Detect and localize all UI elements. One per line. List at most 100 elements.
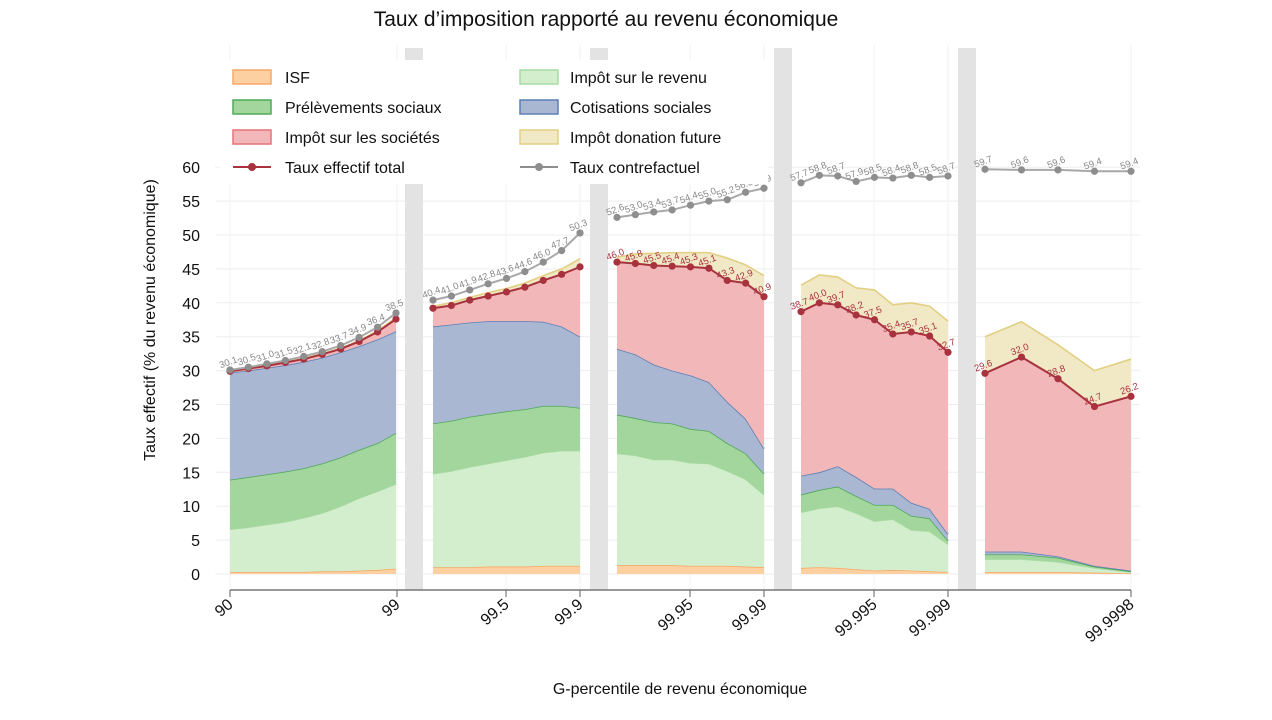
area-is bbox=[433, 266, 580, 337]
data-labels: 30.130.531.031.532.132.833.734.936.438.5… bbox=[218, 154, 1140, 408]
counterfactual-point bbox=[981, 165, 989, 173]
effective-rate-point bbox=[429, 304, 437, 312]
counterfactual-point bbox=[355, 333, 363, 341]
stacked-areas bbox=[229, 251, 1132, 575]
chart-title: Taux d’imposition rapporté au revenu éco… bbox=[374, 8, 839, 31]
area-edge-don bbox=[984, 320, 1132, 372]
counterfactual-point bbox=[466, 286, 474, 294]
legend-background bbox=[220, 60, 768, 184]
effective-rate-point bbox=[889, 330, 897, 338]
legend-swatch-isf bbox=[232, 69, 272, 85]
x-tick-label: 99.995 bbox=[832, 596, 880, 641]
y-tick-label: 25 bbox=[182, 398, 200, 415]
effective-rate-point bbox=[723, 276, 731, 285]
legend-item-ps: Prélèvements sociaux bbox=[232, 99, 442, 117]
counterfactual-point bbox=[686, 201, 695, 209]
area-ps bbox=[433, 405, 580, 474]
legend-item-eff: Taux effectif total bbox=[233, 160, 405, 177]
y-tick-label: 10 bbox=[182, 499, 200, 516]
area-edge-don bbox=[616, 251, 765, 277]
area-ir bbox=[985, 559, 1131, 574]
effective-rate-line bbox=[229, 318, 397, 373]
x-tick-label: 99.95 bbox=[655, 596, 697, 635]
x-tick-label: 99.999 bbox=[906, 596, 954, 641]
y-tick-label: 15 bbox=[182, 465, 200, 482]
counterfactual-point bbox=[1017, 166, 1026, 174]
counterfactual-label: 58.7 bbox=[826, 161, 847, 178]
counterfactual-point bbox=[613, 213, 621, 221]
legend-label-ps: Prélèvements sociaux bbox=[285, 100, 442, 117]
effective-rate-point bbox=[613, 258, 621, 266]
counterfactual-point bbox=[484, 280, 492, 288]
legend-label-eff: Taux effectif total bbox=[285, 160, 405, 177]
legend-swatch-is bbox=[232, 129, 272, 145]
counterfactual-point bbox=[521, 268, 529, 276]
counterfactual-point bbox=[1127, 167, 1135, 175]
x-tick-label: 99.5 bbox=[478, 596, 513, 629]
counterfactual-point bbox=[263, 360, 271, 368]
y-tick-label: 50 bbox=[182, 228, 200, 245]
effective-rate-point bbox=[631, 259, 639, 268]
series-lines bbox=[226, 165, 1135, 411]
effective-rate-point bbox=[466, 296, 474, 304]
counterfactual-point bbox=[852, 177, 860, 186]
area-ir bbox=[801, 506, 948, 572]
y-tick-label: 35 bbox=[182, 330, 200, 347]
effective-rate-point bbox=[447, 301, 455, 310]
counterfactual-point bbox=[723, 196, 731, 204]
y-tick-label: 0 bbox=[191, 567, 200, 584]
legend-item-is: Impôt sur les sociétés bbox=[232, 129, 440, 147]
panel-gap-bar bbox=[774, 48, 792, 590]
counterfactual-point bbox=[631, 211, 639, 219]
area-ps bbox=[801, 486, 948, 545]
y-tick-label: 55 bbox=[182, 194, 200, 211]
legend-label-is: Impôt sur les sociétés bbox=[285, 130, 440, 147]
counterfactual-label: 50.3 bbox=[568, 218, 589, 235]
counterfactual-point bbox=[926, 173, 934, 181]
counterfactual-point bbox=[889, 174, 897, 182]
counterfactual-line bbox=[229, 312, 397, 371]
counterfactual-point bbox=[944, 172, 952, 180]
legend-label-don: Impôt donation future bbox=[570, 130, 721, 147]
counterfactual-label: 33.7 bbox=[329, 330, 350, 347]
counterfactual-point bbox=[300, 352, 308, 360]
legend-item-cs: Cotisations sociales bbox=[519, 99, 711, 117]
counterfactual-point bbox=[447, 292, 455, 300]
counterfactual-point bbox=[392, 309, 400, 317]
x-axis-label: G-percentile de revenu économique bbox=[553, 681, 807, 698]
effective-rate-point bbox=[521, 283, 529, 291]
counterfactual-point bbox=[429, 296, 437, 304]
counterfactual-point bbox=[815, 171, 823, 179]
counterfactual-point bbox=[797, 179, 805, 187]
effective-rate-point bbox=[539, 276, 547, 285]
effective-rate-point bbox=[705, 264, 713, 272]
counterfactual-label: 55.2 bbox=[715, 184, 736, 201]
y-axis-label: Taux effectif (% du revenu économique) bbox=[142, 179, 159, 461]
counterfactual-point bbox=[337, 341, 345, 350]
x-tick-label: 99.9 bbox=[552, 596, 587, 629]
area-ps bbox=[230, 432, 396, 530]
legend-label-cf: Taux contrefactuel bbox=[570, 160, 700, 177]
effective-rate-point bbox=[484, 292, 492, 300]
legend-swatch-ir bbox=[519, 69, 559, 85]
legend-label-isf: ISF bbox=[285, 70, 310, 87]
effective-rate-point bbox=[392, 315, 400, 323]
counterfactual-point bbox=[558, 246, 566, 255]
area-ir bbox=[433, 450, 580, 568]
effective-rate-point bbox=[852, 311, 860, 319]
legend-marker-cf bbox=[535, 163, 543, 171]
area-ir bbox=[230, 483, 396, 572]
legend-item-isf: ISF bbox=[232, 69, 310, 87]
y-tick-label: 30 bbox=[182, 364, 200, 381]
counterfactual-point bbox=[742, 188, 750, 196]
area-don bbox=[801, 275, 948, 353]
legend-item-ir: Impôt sur le revenu bbox=[519, 69, 707, 87]
area-cs bbox=[433, 321, 580, 424]
effective-rate-point bbox=[815, 299, 823, 307]
area-isf bbox=[617, 565, 764, 574]
effective-rate-point bbox=[576, 263, 584, 271]
counterfactual-point bbox=[907, 171, 915, 179]
area-cs bbox=[617, 348, 764, 474]
counterfactual-label: 59.6 bbox=[1046, 154, 1067, 171]
